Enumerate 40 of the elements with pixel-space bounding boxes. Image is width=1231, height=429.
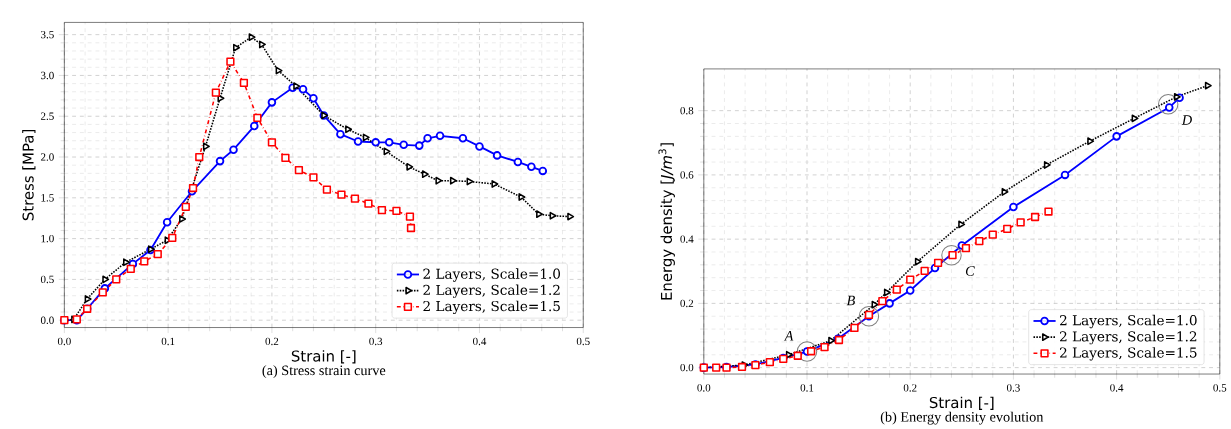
- x-tick-label: 0.5: [576, 337, 590, 346]
- y-tick-label: 0.6: [680, 171, 694, 179]
- annotation: A: [783, 331, 794, 341]
- x-tick-label: 0.2: [265, 337, 279, 346]
- y-tick-label: 1.0: [41, 234, 54, 243]
- legend-label: 2 Layers, Scale=1.5: [1060, 347, 1197, 361]
- x-tick-label: 0.3: [369, 337, 383, 346]
- legend-label: 2 Layers, Scale=1.2: [1060, 331, 1197, 345]
- x-tick-label: 0.2: [903, 384, 917, 392]
- y-tick-label: 2.5: [40, 112, 54, 120]
- x-tick-label: 0.0: [697, 384, 711, 392]
- y-tick-label: 0.0: [40, 316, 54, 324]
- annotation: B: [846, 295, 855, 306]
- y-tick-label: 2.0: [40, 153, 54, 161]
- x-tick-label: 0.1: [800, 384, 814, 392]
- y-tick-label: 0.2: [680, 299, 694, 308]
- y-tick-label: 0.4: [680, 235, 694, 243]
- x-tick-label: 0.0: [57, 337, 71, 346]
- y-tick-label: 0.0: [680, 363, 694, 372]
- x-tick-label: 0.4: [1110, 384, 1124, 392]
- legend-label: 2 Layers, Scale=1.0: [423, 268, 561, 282]
- y-tick-label: 0.5: [40, 275, 54, 284]
- y-tick-label: 1.5: [41, 194, 54, 202]
- legend-label: 2 Layers, Scale=1.2: [423, 284, 560, 298]
- y-tick-label: 0.8: [680, 106, 694, 115]
- annotation: C: [965, 266, 975, 276]
- text: (a) Stress strain curve: [262, 365, 386, 379]
- y-axis-title: Stress [MPa]: [22, 130, 36, 221]
- x-tick-label: 0.3: [1006, 384, 1020, 392]
- text: (b) Energy density evolution: [880, 411, 1044, 425]
- annotation: D: [1181, 115, 1192, 125]
- x-axis-title: Strain [-]: [291, 350, 356, 364]
- y-tick-label: 3.0: [41, 71, 54, 80]
- x-tick-label: 0.4: [473, 337, 487, 346]
- y-tick-label: 3.5: [41, 30, 54, 39]
- x-tick-label: 0.5: [1213, 384, 1227, 392]
- legend-label: 2 Layers, Scale=1.0: [1060, 314, 1197, 329]
- x-tick-label: 0.1: [161, 337, 175, 346]
- legend-label: 2 Layers, Scale=1.5: [423, 300, 560, 315]
- x-axis-title: Strain [-]: [929, 396, 994, 410]
